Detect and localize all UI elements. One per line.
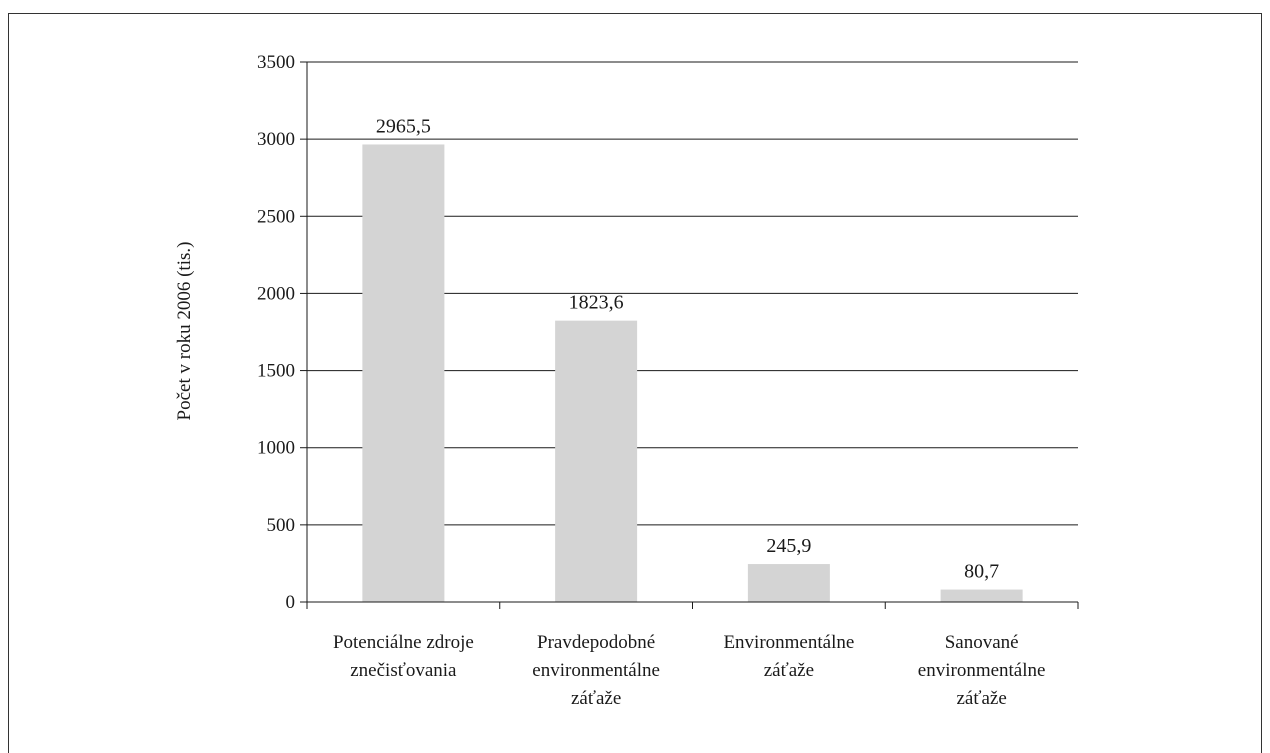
data-label: 80,7 <box>964 561 999 583</box>
x-tick-label-line: Pravdepodobné <box>537 632 655 653</box>
x-tick-label-line: Environmentálne <box>723 632 854 653</box>
bar <box>362 144 445 603</box>
x-tick-label-line: environmentálne <box>918 660 1046 681</box>
x-tick-label: Environmentálne záťaže <box>723 632 854 681</box>
bar <box>555 320 638 602</box>
y-tick-label: 3500 <box>257 52 295 73</box>
y-tick-label: 2500 <box>257 206 295 227</box>
data-label: 2965,5 <box>376 115 431 137</box>
axes <box>300 61 1079 609</box>
data-label: 1823,6 <box>569 292 624 314</box>
y-tick-label: 1000 <box>257 438 295 459</box>
x-tick-label: Potenciálne zdroje znečisťovania <box>333 632 474 681</box>
bar <box>747 564 830 602</box>
x-tick-label-line: environmentálne <box>532 660 660 681</box>
bar <box>940 589 1023 602</box>
x-tick-label-line: Potenciálne zdroje <box>333 632 474 653</box>
x-tick-label: Sanované environmentálne záťaže <box>918 632 1046 709</box>
y-tick-label: 0 <box>286 592 296 613</box>
y-tick-label: 500 <box>267 515 296 536</box>
y-tick-label: 2000 <box>257 283 295 304</box>
x-tick-label-line: záťaže <box>764 660 814 681</box>
y-axis-title: Počet v roku 2006 (tis.) <box>174 242 195 421</box>
y-tick-label: 3000 <box>257 129 295 150</box>
labels: 0 500 1000 1500 2000 2500 3000 3500 2965,5 Potenc… <box>257 52 1045 709</box>
x-tick-label-line: znečisťovania <box>350 660 457 681</box>
y-tick-label: 1500 <box>257 361 295 382</box>
x-tick-label-line: záťaže <box>571 688 621 709</box>
bars <box>362 144 1023 603</box>
x-tick-label-line: Sanované <box>945 632 1019 653</box>
chart-frame <box>8 13 1262 753</box>
x-tick-label-line: záťaže <box>956 688 1006 709</box>
data-label: 245,9 <box>766 535 811 557</box>
x-tick-label: Pravdepodobné environmentálne záťaže <box>532 632 660 709</box>
